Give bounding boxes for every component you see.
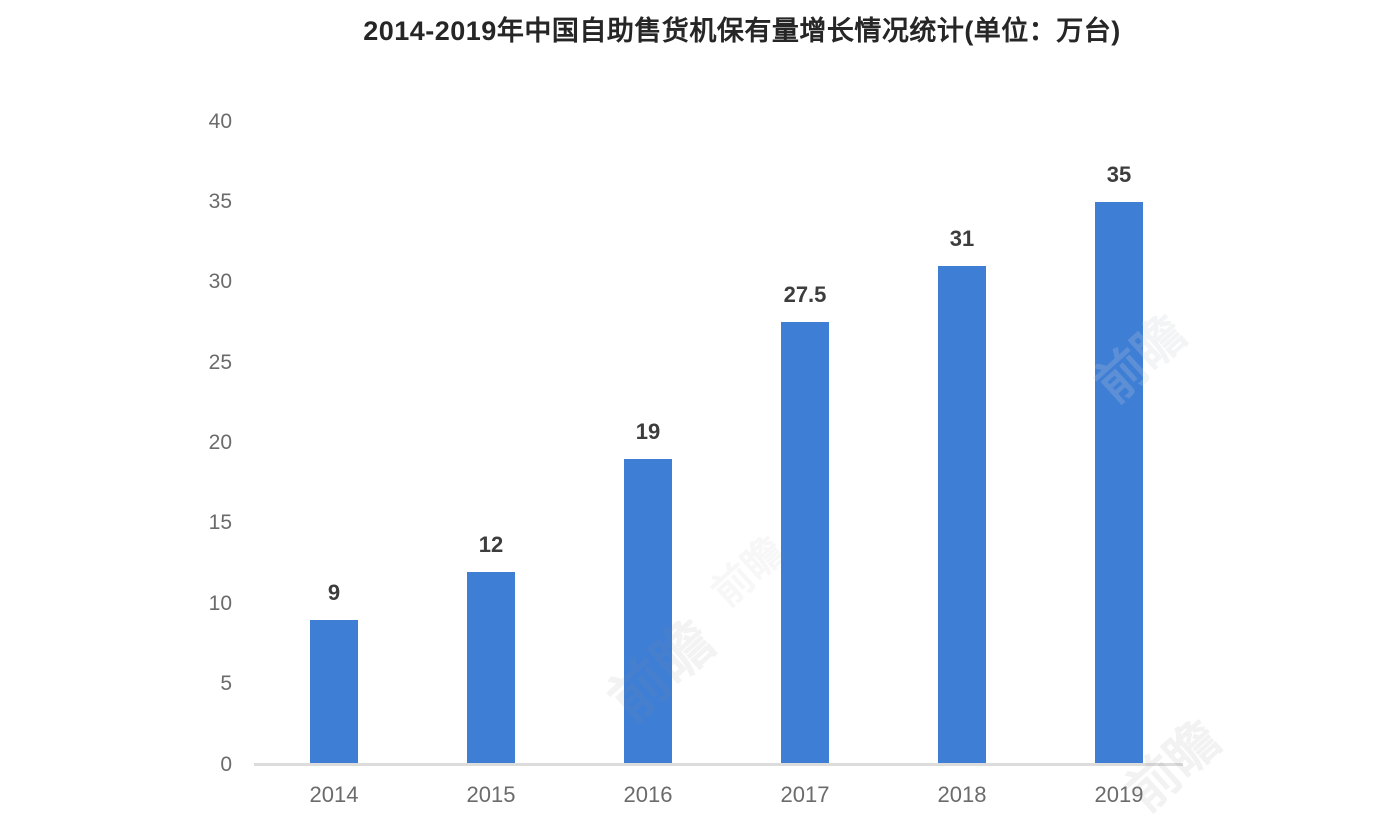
x-axis-line [254,763,1183,766]
bar-2017 [781,322,829,765]
bar-2015 [467,571,515,765]
y-tick-label: 0 [220,752,232,776]
y-tick-label: 40 [208,109,232,133]
chart-title: 2014-2019年中国自助售货机保有量增长情况统计(单位：万台) [363,16,1121,46]
x-tick-label: 2016 [623,782,673,807]
bar-value-label: 9 [327,579,341,605]
x-tick-label: 2017 [780,782,830,807]
bar-value-label: 31 [949,226,975,252]
x-tick-label: 2014 [309,782,359,807]
y-tick-label: 25 [208,350,232,374]
bar-value-label: 19 [635,419,661,445]
x-tick-label: 2018 [937,782,987,807]
y-tick-label: 30 [208,270,232,294]
x-tick-label: 2015 [466,782,516,807]
bar-value-label: 27.5 [783,282,827,308]
y-tick-label: 10 [208,591,232,615]
bar-2018 [938,266,986,765]
y-tick-label: 5 [220,672,232,696]
y-tick-label: 35 [208,189,232,213]
y-tick-label: 20 [208,431,232,454]
bar-2014 [310,619,358,765]
x-tick-label: 2019 [1094,782,1144,807]
bar-2016 [624,459,672,765]
y-tick-label: 15 [208,511,232,535]
bar-value-label: 12 [478,531,504,557]
bar-value-label: 35 [1106,161,1132,187]
bar-2019 [1095,201,1143,765]
